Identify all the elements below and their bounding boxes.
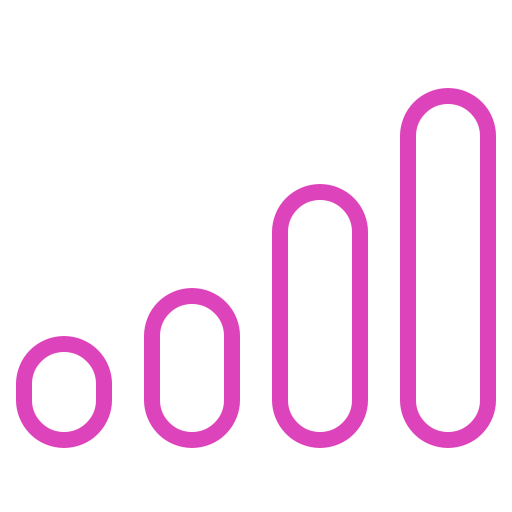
signal-bar-3 bbox=[272, 184, 368, 448]
signal-bar-2 bbox=[144, 288, 240, 448]
signal-bar-1 bbox=[16, 336, 112, 448]
signal-bar-4 bbox=[400, 88, 496, 448]
